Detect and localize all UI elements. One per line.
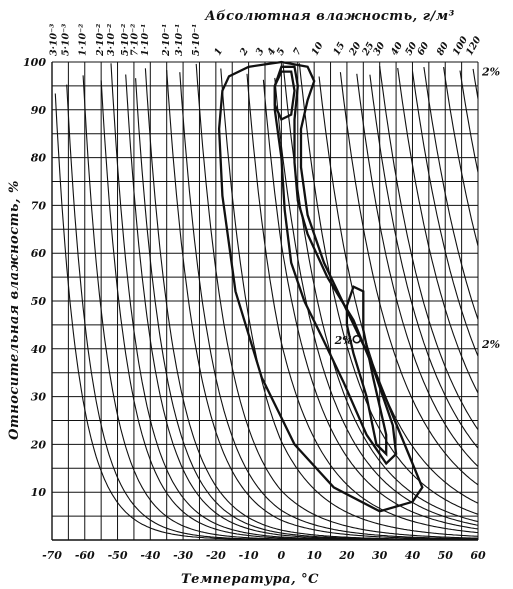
absolute-humidity-line — [369, 74, 479, 449]
absolute-humidity-line — [179, 72, 478, 540]
x-axis-label: Температура, °C — [181, 572, 319, 587]
x-tick-label: 10 — [306, 549, 322, 562]
abs-humidity-label: 5 — [275, 46, 288, 58]
x-tick-label: 20 — [338, 549, 355, 562]
absolute-humidity-line — [318, 76, 479, 504]
abs-humidity-label: 5·10⁻³ — [61, 24, 72, 56]
x-tick-label: -60 — [75, 549, 95, 562]
abs-humidity-label: 1·10⁻¹ — [140, 24, 151, 56]
x-tick-label: -70 — [42, 549, 62, 562]
x-tick-label: -10 — [239, 549, 259, 562]
probability-contour — [273, 65, 398, 466]
absolute-humidity-line — [397, 67, 479, 394]
absolute-humidity-line — [274, 77, 479, 526]
absolute-humidity-line — [339, 72, 479, 486]
x-tick-label: 60 — [470, 549, 486, 562]
probability-contour — [345, 285, 388, 457]
abs-humidity-label: 1·10⁻² — [77, 24, 88, 56]
grid — [51, 61, 479, 541]
abs-humidity-label: 3·10⁻³ — [49, 24, 60, 56]
contour-label: 2% — [481, 66, 500, 79]
x-tick-label: 30 — [372, 549, 388, 562]
abs-humidity-label: 7·10⁻² — [130, 24, 141, 56]
abs-humidity-label: 5·10⁻¹ — [191, 24, 202, 56]
y-tick-label: 100 — [23, 56, 46, 69]
y-tick-label: 80 — [31, 152, 47, 165]
absolute-humidity-line — [282, 63, 479, 523]
y-tick-label: 40 — [31, 343, 47, 356]
absolute-humidity-line — [246, 73, 479, 534]
absolute-humidity-lines — [54, 63, 479, 541]
contour-label: 2% — [481, 338, 500, 351]
probability-contour — [273, 70, 296, 121]
abs-humidity-label: 3 — [254, 46, 267, 58]
y-tick-label: 70 — [31, 199, 47, 212]
abs-humidity-label: 3·10⁻¹ — [174, 24, 185, 56]
absolute-humidity-line — [459, 70, 479, 173]
y-tick-label: 50 — [31, 295, 47, 308]
contours — [217, 60, 424, 513]
abs-humidity-label: 2·10⁻¹ — [161, 24, 172, 57]
absolute-humidity-line — [220, 68, 479, 537]
x-tick-label: 40 — [405, 549, 421, 562]
x-tick-label: -30 — [173, 549, 193, 562]
x-tick-label: -40 — [140, 549, 160, 562]
y-tick-label: 90 — [31, 104, 47, 117]
absolute-humidity-line — [443, 67, 479, 247]
contour-label: 2% — [334, 334, 353, 347]
absolute-humidity-line — [195, 63, 479, 539]
absolute-humidity-line — [472, 68, 479, 99]
y-tick-label: 60 — [31, 247, 47, 260]
absolute-humidity-line — [166, 70, 479, 540]
chart-title: Абсолютная влажность, г/м³ — [204, 9, 455, 24]
y-tick-label: 30 — [31, 391, 47, 404]
abs-humidity-label: 3·10⁻² — [106, 24, 117, 56]
absolute-humidity-line — [379, 66, 479, 431]
x-tick-label: 50 — [438, 549, 454, 562]
abs-humidity-label: 2·10⁻² — [95, 24, 106, 57]
absolute-humidity-line — [144, 68, 478, 541]
abs-humidity-label: 4 — [265, 46, 278, 57]
x-tick-label: -50 — [108, 549, 128, 562]
abs-humidity-label: 5·10⁻² — [120, 24, 131, 56]
absolute-humidity-line — [423, 67, 479, 320]
abs-humidity-label: 1 — [212, 46, 225, 57]
absolute-humidity-line — [262, 79, 479, 530]
x-tick-label: 0 — [278, 549, 286, 562]
y-tick-label: 20 — [30, 438, 47, 451]
abs-humidity-label: 7 — [291, 46, 304, 58]
y-axis-label: Относительная влажность, % — [7, 180, 22, 440]
absolute-humidity-line — [356, 73, 479, 467]
y-tick-label: 10 — [31, 486, 47, 499]
x-tick-label: -20 — [206, 549, 226, 562]
absolute-humidity-line — [411, 71, 479, 357]
center-marker — [352, 334, 362, 344]
